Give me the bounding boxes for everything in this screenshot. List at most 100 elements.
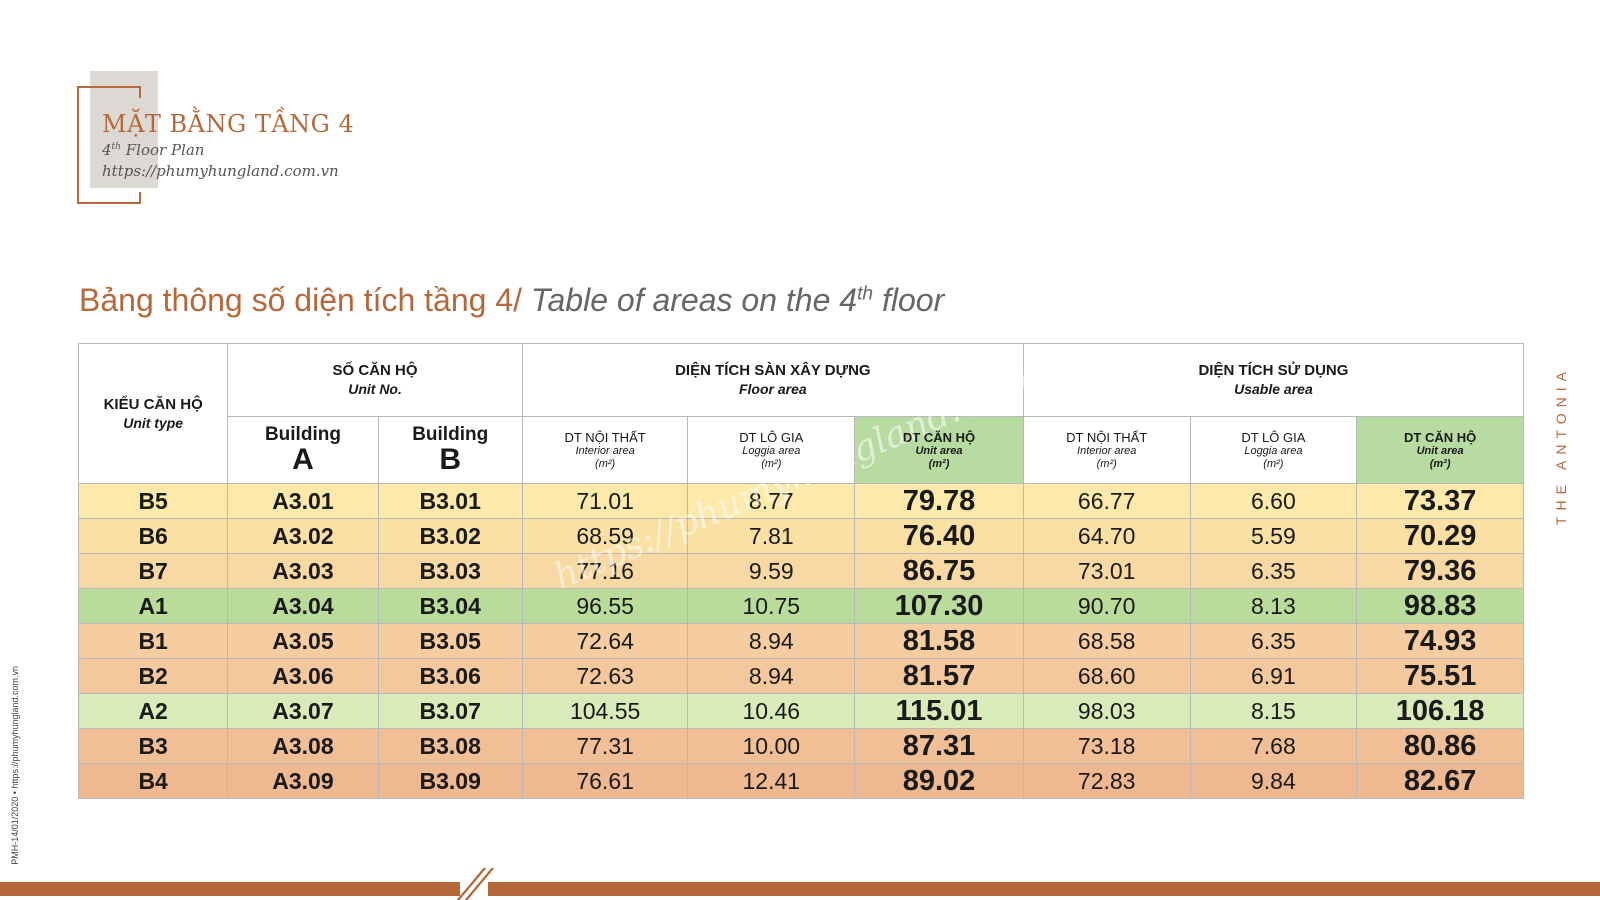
usable-unit-area-cell: 106.18 <box>1356 693 1524 729</box>
usable-interior-cell: 64.70 <box>1022 518 1191 554</box>
header-usable-loggia: DT LÔ GIA Loggia area (m²) <box>1189 416 1358 484</box>
floor-loggia-cell: 8.94 <box>687 658 856 694</box>
usable-unit-area-cell: 80.86 <box>1356 728 1524 764</box>
floor-unit-area-cell: 107.30 <box>854 588 1024 624</box>
table-row: B1 A3.05 B3.05 72.64 8.94 81.58 68.58 6.35 74.93 <box>77 623 1524 659</box>
unit-no-a-cell: A3.04 <box>227 588 379 624</box>
header-decor-box <box>90 71 158 188</box>
floor-unit-area-cell: 76.40 <box>854 518 1024 554</box>
floor-unit-area-cell: 81.58 <box>854 623 1024 659</box>
floor-loggia-cell: 10.75 <box>687 588 856 624</box>
floor-loggia-cell: 9.59 <box>687 553 856 589</box>
usable-loggia-cell: 6.35 <box>1189 553 1358 589</box>
header-unit-type: KIỂU CĂN HỘ Unit type <box>77 343 229 484</box>
usable-interior-cell: 73.01 <box>1022 553 1191 589</box>
unit-no-a-cell: A3.07 <box>227 693 379 729</box>
table-row: B7 A3.03 B3.03 77.16 9.59 86.75 73.01 6.35 79.36 <box>77 553 1524 589</box>
footer-bar-right <box>488 882 1600 896</box>
usable-interior-cell: 73.18 <box>1022 728 1191 764</box>
unit-no-b-cell: B3.06 <box>377 658 523 694</box>
floor-interior-cell: 68.59 <box>521 518 689 554</box>
header-floor-unit: DT CĂN HỘ Unit area (m²) <box>854 416 1024 484</box>
usable-loggia-cell: 6.35 <box>1189 623 1358 659</box>
unit-no-b-cell: B3.03 <box>377 553 523 589</box>
table-row: B5 A3.01 B3.01 71.01 8.77 79.78 66.77 6.60 73.37 <box>77 483 1524 519</box>
table-title: Bảng thông số diện tích tầng 4/ Table of… <box>79 282 945 318</box>
floor-interior-cell: 104.55 <box>521 693 689 729</box>
usable-unit-area-cell: 74.93 <box>1356 623 1524 659</box>
header-frame <box>77 86 141 204</box>
floor-interior-cell: 77.16 <box>521 553 689 589</box>
floor-interior-cell: 71.01 <box>521 483 689 519</box>
usable-interior-cell: 98.03 <box>1022 693 1191 729</box>
brand-vertical: THE ANTONIA <box>1553 366 1569 526</box>
header-unit-no: SỐ CĂN HỘ Unit No. <box>227 343 523 417</box>
table-row: B3 A3.08 B3.08 77.31 10.00 87.31 73.18 7.68 80.8… <box>77 728 1524 764</box>
header-floor-interior: DT NỘI THẤT Interior area (m²) <box>521 416 689 484</box>
floor-unit-area-cell: 81.57 <box>854 658 1024 694</box>
header-usable-area: DIỆN TÍCH SỬ DỤNG Usable area <box>1022 343 1525 417</box>
usable-unit-area-cell: 82.67 <box>1356 763 1524 799</box>
header-building-b: Building B <box>377 416 523 484</box>
header-url: https://phumyhungland.com.vn <box>102 162 339 180</box>
unit-type-cell: B2 <box>77 658 229 694</box>
side-note: PMH-14/01/2020 • https://phumyhungland.c… <box>10 666 20 865</box>
floor-unit-area-cell: 87.31 <box>854 728 1024 764</box>
unit-no-a-cell: A3.08 <box>227 728 379 764</box>
table-row: B6 A3.02 B3.02 68.59 7.81 76.40 64.70 5.59 70.29 <box>77 518 1524 554</box>
unit-type-cell: B6 <box>77 518 229 554</box>
floor-interior-cell: 72.63 <box>521 658 689 694</box>
unit-no-b-cell: B3.02 <box>377 518 523 554</box>
unit-no-b-cell: B3.08 <box>377 728 523 764</box>
unit-no-a-cell: A3.02 <box>227 518 379 554</box>
unit-type-cell: B5 <box>77 483 229 519</box>
usable-unit-area-cell: 73.37 <box>1356 483 1524 519</box>
header-usable-unit: DT CĂN HỘ Unit area (m²) <box>1356 416 1524 484</box>
areas-table: KIỂU CĂN HỘ Unit type SỐ CĂN HỘ Unit No. D… <box>77 343 1525 799</box>
unit-type-cell: B1 <box>77 623 229 659</box>
usable-interior-cell: 72.83 <box>1022 763 1191 799</box>
unit-no-a-cell: A3.09 <box>227 763 379 799</box>
usable-loggia-cell: 7.68 <box>1189 728 1358 764</box>
header-floor-area: DIỆN TÍCH SÀN XÂY DỰNG Floor area <box>521 343 1024 417</box>
floor-unit-area-cell: 86.75 <box>854 553 1024 589</box>
table-body: B5 A3.01 B3.01 71.01 8.77 79.78 66.77 6.60 73.37… <box>77 483 1524 799</box>
usable-unit-area-cell: 79.36 <box>1356 553 1524 589</box>
header-usable-interior: DT NỘI THẤT Interior area (m²) <box>1022 416 1191 484</box>
unit-type-cell: B7 <box>77 553 229 589</box>
unit-no-a-cell: A3.03 <box>227 553 379 589</box>
unit-type-cell: A1 <box>77 588 229 624</box>
table-row: B2 A3.06 B3.06 72.63 8.94 81.57 68.60 6.91 75.51 <box>77 658 1524 694</box>
unit-no-b-cell: B3.04 <box>377 588 523 624</box>
floor-interior-cell: 76.61 <box>521 763 689 799</box>
usable-loggia-cell: 6.60 <box>1189 483 1358 519</box>
floor-loggia-cell: 10.00 <box>687 728 856 764</box>
usable-interior-cell: 68.60 <box>1022 658 1191 694</box>
unit-type-cell: B3 <box>77 728 229 764</box>
usable-unit-area-cell: 75.51 <box>1356 658 1524 694</box>
unit-no-b-cell: B3.05 <box>377 623 523 659</box>
unit-no-a-cell: A3.01 <box>227 483 379 519</box>
usable-unit-area-cell: 70.29 <box>1356 518 1524 554</box>
floor-interior-cell: 72.64 <box>521 623 689 659</box>
header-building-a: Building A <box>227 416 379 484</box>
usable-interior-cell: 90.70 <box>1022 588 1191 624</box>
unit-no-b-cell: B3.09 <box>377 763 523 799</box>
unit-no-a-cell: A3.06 <box>227 658 379 694</box>
unit-no-b-cell: B3.01 <box>377 483 523 519</box>
usable-interior-cell: 66.77 <box>1022 483 1191 519</box>
floor-loggia-cell: 12.41 <box>687 763 856 799</box>
floor-loggia-cell: 7.81 <box>687 518 856 554</box>
table-row: A2 A3.07 B3.07 104.55 10.46 115.01 98.03 8.15 10… <box>77 693 1524 729</box>
unit-type-cell: A2 <box>77 693 229 729</box>
page-title: MẶT BẰNG TẦNG 4 <box>102 110 355 138</box>
usable-loggia-cell: 8.13 <box>1189 588 1358 624</box>
unit-type-cell: B4 <box>77 763 229 799</box>
usable-interior-cell: 68.58 <box>1022 623 1191 659</box>
table-row: B4 A3.09 B3.09 76.61 12.41 89.02 72.83 9.84 82.6… <box>77 763 1524 799</box>
unit-no-a-cell: A3.05 <box>227 623 379 659</box>
usable-loggia-cell: 5.59 <box>1189 518 1358 554</box>
floor-loggia-cell: 10.46 <box>687 693 856 729</box>
floor-unit-area-cell: 79.78 <box>854 483 1024 519</box>
usable-unit-area-cell: 98.83 <box>1356 588 1524 624</box>
